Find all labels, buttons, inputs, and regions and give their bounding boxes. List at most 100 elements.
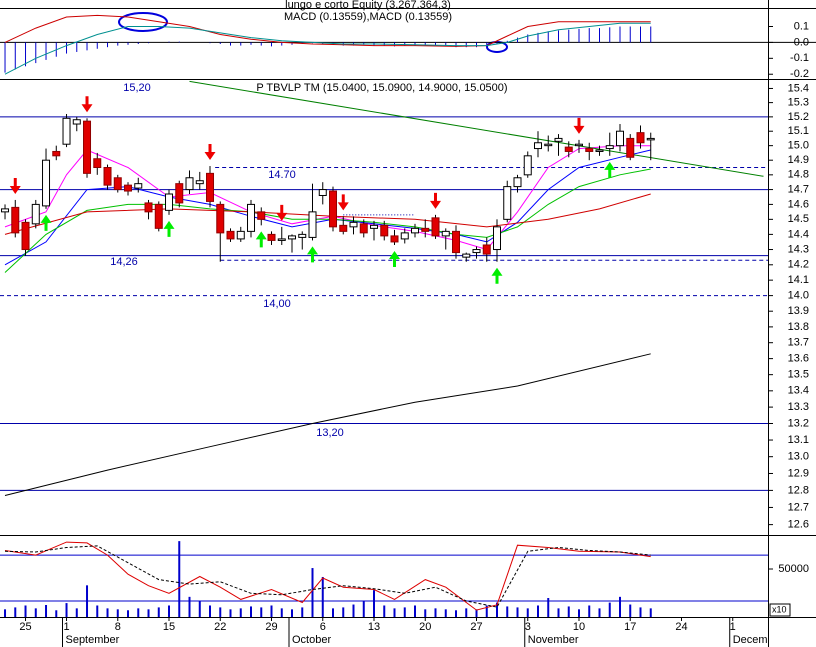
- candle-body: [124, 184, 133, 192]
- candle-body: [257, 211, 266, 220]
- candle-body: [185, 177, 194, 191]
- level-label: 14,26: [110, 256, 138, 268]
- x-tick-label: 27: [470, 621, 482, 633]
- candle-body: [175, 183, 184, 204]
- candle-body: [472, 249, 481, 254]
- x-tick-label: 15: [163, 621, 175, 633]
- y-tick-label: 13.1: [788, 434, 809, 446]
- y-tick-label: 12.8: [788, 484, 809, 496]
- candle-body: [626, 137, 635, 158]
- y-tick-label: 0.0: [794, 36, 809, 48]
- y-tick-label: 14.5: [788, 213, 809, 225]
- y-tick-label: 14.0: [788, 290, 809, 302]
- x-tick-label: 25: [19, 621, 31, 633]
- candle-body: [329, 190, 338, 228]
- y-tick-label: 13.9: [788, 305, 809, 317]
- candle-body: [421, 227, 430, 232]
- candle-body: [154, 203, 163, 229]
- sell-arrow: [337, 194, 349, 211]
- candle-body: [533, 142, 542, 150]
- y-tick-label: 12.9: [788, 467, 809, 479]
- level-label: 13,20: [316, 427, 344, 439]
- candle-body: [636, 132, 645, 144]
- y-tick-label: 14.3: [788, 243, 809, 255]
- candle-body: [595, 149, 604, 152]
- chart-subtitle: MACD (0.13559),MACD (0.13559): [284, 11, 452, 23]
- month-label: October: [292, 634, 331, 646]
- series-line: [4, 353, 651, 496]
- candle-body: [339, 224, 348, 232]
- candle-body: [93, 158, 102, 168]
- x-tick-label: 6: [320, 621, 326, 633]
- candle-body: [605, 145, 614, 150]
- sell-arrow: [9, 177, 21, 194]
- candle-body: [216, 203, 225, 234]
- candle-body: [482, 244, 491, 255]
- candle-body: [564, 146, 573, 152]
- highlight-ellipse: [118, 12, 168, 32]
- scale-box: [769, 603, 791, 617]
- buy-arrow: [307, 246, 319, 263]
- candle-body: [11, 206, 20, 234]
- y-tick-label: 15.2: [788, 111, 809, 123]
- series-line: [4, 22, 651, 75]
- month-label: September: [65, 634, 119, 646]
- candle-body: [31, 203, 40, 225]
- y-tick-label: 15.0: [788, 140, 809, 152]
- y-tick-label: 13.7: [788, 337, 809, 349]
- candle-body: [113, 177, 122, 191]
- y-tick-label: 15.4: [788, 82, 809, 94]
- y-tick-label: 13.0: [788, 451, 809, 463]
- x-tick-label: 22: [214, 621, 226, 633]
- candle-body: [236, 230, 245, 240]
- y-tick-label: 13.2: [788, 417, 809, 429]
- candle-body: [42, 159, 51, 207]
- y-tick-label: 15.1: [788, 125, 809, 137]
- candle-body: [462, 253, 471, 258]
- candle-body: [165, 193, 174, 211]
- sell-arrow: [204, 144, 216, 161]
- y-tick-label: 14.1: [788, 274, 809, 286]
- sell-arrow: [573, 117, 585, 134]
- x-tick-label: 10: [573, 621, 585, 633]
- y-tick-label: 13.3: [788, 401, 809, 413]
- candle-body: [585, 148, 594, 152]
- scale-label: x10: [772, 604, 787, 614]
- x-tick-label: 29: [265, 621, 277, 633]
- y-tick-label: 14.4: [788, 228, 809, 240]
- candle-body: [523, 155, 532, 176]
- buy-arrow: [163, 220, 175, 237]
- candle-body: [646, 137, 655, 141]
- candle-body: [380, 224, 389, 237]
- candle-body: [206, 172, 215, 202]
- buy-arrow: [604, 161, 616, 178]
- sell-arrow: [81, 96, 93, 113]
- candle-body: [247, 203, 256, 232]
- y-tick-label: 14.7: [788, 183, 809, 195]
- x-tick-label: 8: [115, 621, 121, 633]
- candle-body: [411, 227, 420, 234]
- candle-body: [452, 230, 461, 254]
- month-label: Decem: [733, 634, 768, 646]
- y-tick-label: 12.6: [788, 519, 809, 531]
- x-tick-label: 13: [368, 621, 380, 633]
- y-tick-label: 14.6: [788, 198, 809, 210]
- buy-arrow: [491, 267, 503, 284]
- candle-body: [83, 120, 92, 174]
- candle-body: [226, 230, 235, 240]
- y-tick-label: -0.2: [790, 68, 809, 80]
- candle-body: [493, 226, 502, 251]
- y-tick-label: 13.5: [788, 369, 809, 381]
- series-line: [4, 14, 651, 47]
- y-tick-label: 0.1: [794, 20, 809, 32]
- level-label: 14,00: [263, 298, 291, 310]
- y-tick-label: 15.3: [788, 97, 809, 109]
- candle-body: [318, 189, 327, 196]
- candle-body: [1, 208, 10, 213]
- x-tick-label: 20: [419, 621, 431, 633]
- candle-body: [308, 211, 317, 238]
- candle-body: [431, 217, 440, 237]
- candle-body: [21, 221, 30, 251]
